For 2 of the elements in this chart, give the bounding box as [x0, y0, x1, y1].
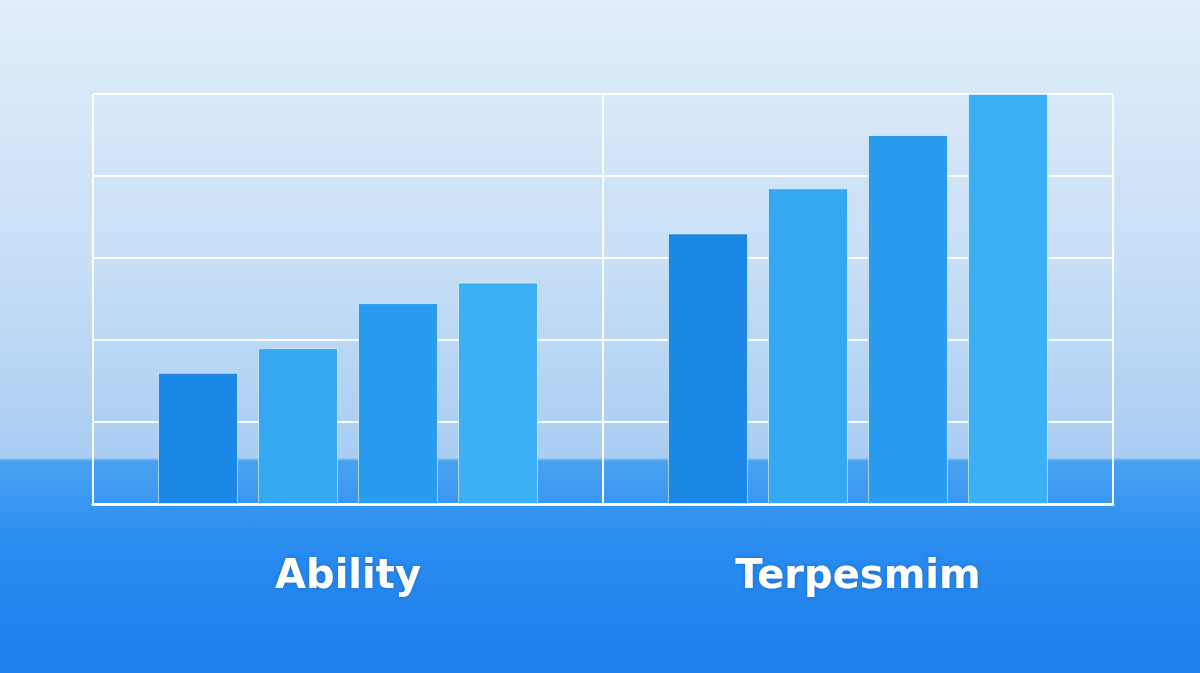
- x-tick-label: Ability: [275, 551, 421, 597]
- x-tick-label: Terpesmim: [735, 551, 981, 597]
